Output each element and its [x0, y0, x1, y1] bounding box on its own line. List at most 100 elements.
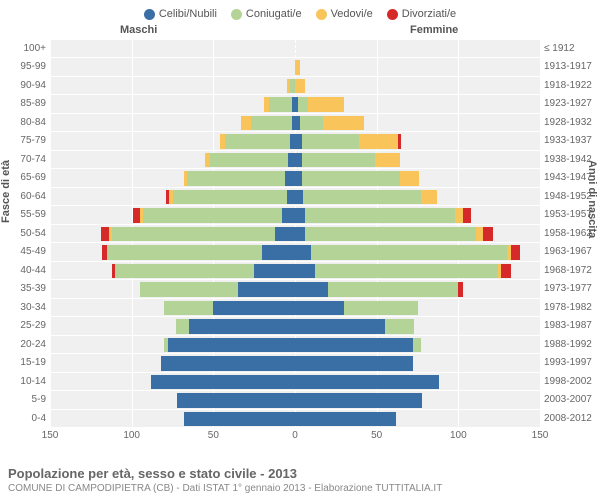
bar-segment-female-vedovi [359, 134, 398, 148]
age-row: 30-341978-1982 [50, 299, 540, 317]
bar-segment-female-celibi [295, 375, 439, 389]
age-row: 60-641948-1952 [50, 188, 540, 206]
bar-segment-male-celibi [168, 338, 295, 352]
x-tick-label: 100 [123, 430, 140, 441]
legend-label: Coniugati/e [246, 8, 302, 20]
bar-segment-male-divorziati [101, 227, 109, 241]
bar-segment-male-vedovi [205, 153, 210, 167]
bar-segment-male-coniugati [115, 264, 254, 278]
age-label: 75-79 [6, 132, 46, 150]
female-header: Femmine [410, 24, 458, 36]
bar-segment-female-divorziati [511, 245, 521, 259]
age-label: 40-44 [6, 262, 46, 280]
x-tick-label: 50 [371, 430, 382, 441]
bar-segment-female-celibi [295, 227, 305, 241]
birth-year-label: ≤ 1912 [544, 40, 596, 58]
age-label: 70-74 [6, 151, 46, 169]
bar-segment-female-coniugati [302, 171, 400, 185]
age-label: 85-89 [6, 95, 46, 113]
age-row: 25-291983-1987 [50, 317, 540, 335]
x-axis-ticks: 15010050050100150 [50, 430, 540, 444]
bar-segment-male-coniugati [143, 208, 282, 222]
age-row: 50-541958-1962 [50, 225, 540, 243]
age-label: 45-49 [6, 243, 46, 261]
age-row: 15-191993-1997 [50, 354, 540, 372]
legend-swatch [144, 9, 155, 20]
bar-segment-male-vedovi [109, 227, 112, 241]
age-label: 95-99 [6, 58, 46, 76]
age-row: 90-941918-1922 [50, 77, 540, 95]
bar-segment-male-coniugati [187, 171, 285, 185]
bar-segment-female-coniugati [302, 134, 359, 148]
bar-segment-male-vedovi [169, 190, 172, 204]
bar-segment-male-celibi [285, 171, 295, 185]
bar-segment-female-celibi [295, 393, 422, 407]
column-headers: Maschi Femmine [0, 24, 600, 40]
age-row: 75-791933-1937 [50, 132, 540, 150]
bar-segment-male-vedovi [264, 97, 269, 111]
chart-title: Popolazione per età, sesso e stato civil… [8, 466, 592, 481]
bar-segment-female-coniugati [315, 264, 498, 278]
bar-segment-male-vedovi [220, 134, 225, 148]
male-header: Maschi [120, 24, 157, 36]
bar-segment-female-coniugati [328, 282, 459, 296]
x-tick-label: 50 [208, 430, 219, 441]
legend-item: Divorziati/e [387, 8, 456, 20]
bar-segment-male-celibi [254, 264, 295, 278]
age-label: 90-94 [6, 77, 46, 95]
grid-line [540, 40, 541, 428]
age-label: 35-39 [6, 280, 46, 298]
bar-segment-female-vedovi [421, 190, 437, 204]
bar-segment-female-coniugati [302, 153, 376, 167]
bar-segment-male-celibi [287, 190, 295, 204]
age-row: 20-241988-1992 [50, 336, 540, 354]
bar-segment-female-coniugati [298, 97, 308, 111]
age-label: 25-29 [6, 317, 46, 335]
age-label: 0-4 [6, 410, 46, 428]
birth-year-label: 1998-2002 [544, 373, 596, 391]
x-tick-label: 150 [532, 430, 549, 441]
age-row: 40-441968-1972 [50, 262, 540, 280]
bar-segment-male-celibi [238, 282, 295, 296]
bar-segment-male-celibi [151, 375, 295, 389]
age-row: 100+≤ 1912 [50, 40, 540, 58]
birth-year-label: 1983-1987 [544, 317, 596, 335]
bar-segment-male-coniugati [112, 227, 275, 241]
legend-item: Celibi/Nubili [144, 8, 217, 20]
bar-segment-female-celibi [295, 338, 413, 352]
bar-segment-male-celibi [161, 356, 295, 370]
age-label: 5-9 [6, 391, 46, 409]
legend-swatch [387, 9, 398, 20]
age-row: 95-991913-1917 [50, 58, 540, 76]
birth-year-label: 1958-1962 [544, 225, 596, 243]
bar-segment-female-celibi [295, 282, 328, 296]
legend-label: Divorziati/e [402, 8, 456, 20]
bar-segment-female-celibi [295, 412, 396, 426]
age-label: 60-64 [6, 188, 46, 206]
legend-swatch [231, 9, 242, 20]
legend-item: Vedovi/e [316, 8, 373, 20]
age-row: 10-141998-2002 [50, 373, 540, 391]
bar-segment-female-divorziati [483, 227, 493, 241]
birth-year-label: 1988-1992 [544, 336, 596, 354]
chart-subtitle: COMUNE DI CAMPODIPIETRA (CB) - Dati ISTA… [8, 483, 592, 494]
bar-segment-male-divorziati [133, 208, 140, 222]
birth-year-label: 1943-1947 [544, 169, 596, 187]
birth-year-label: 1948-1952 [544, 188, 596, 206]
bar-segment-female-celibi [295, 190, 303, 204]
bar-segment-female-vedovi [375, 153, 400, 167]
bar-segment-female-celibi [295, 245, 311, 259]
bar-segment-male-celibi [275, 227, 295, 241]
bar-segment-female-vedovi [308, 97, 344, 111]
bar-segment-female-coniugati [344, 301, 418, 315]
age-row: 80-841928-1932 [50, 114, 540, 132]
bar-segment-male-celibi [213, 301, 295, 315]
bar-segment-female-vedovi [295, 79, 305, 93]
bar-segment-male-celibi [189, 319, 295, 333]
birth-year-label: 1968-1972 [544, 262, 596, 280]
birth-year-label: 1993-1997 [544, 354, 596, 372]
bar-segment-female-coniugati [385, 319, 414, 333]
legend-label: Vedovi/e [331, 8, 373, 20]
age-row: 45-491963-1967 [50, 243, 540, 261]
age-label: 15-19 [6, 354, 46, 372]
